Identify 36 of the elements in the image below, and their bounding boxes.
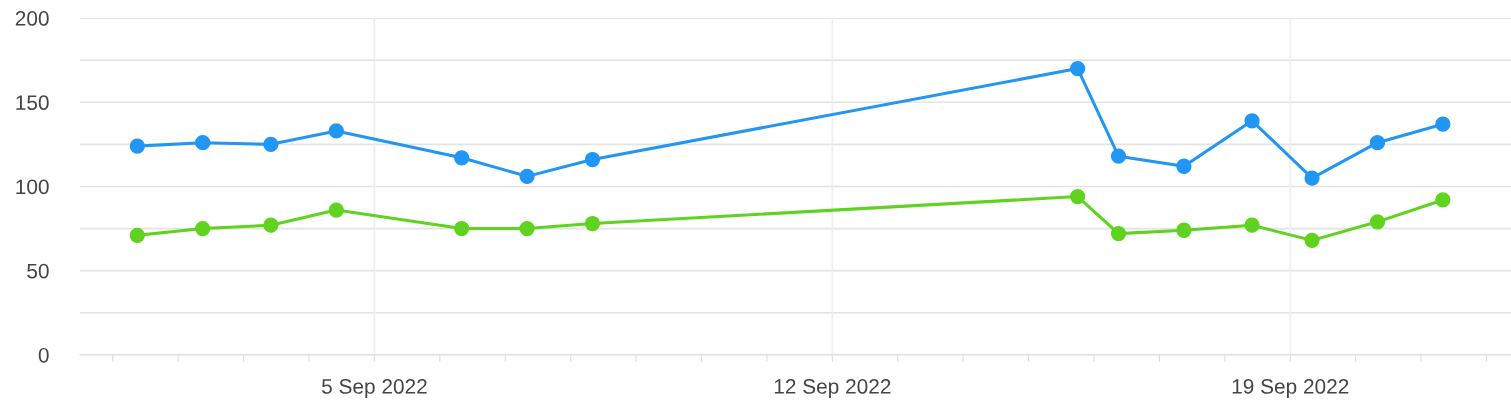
- point: [1176, 222, 1192, 238]
- point: [1244, 113, 1260, 129]
- point: [1069, 60, 1086, 77]
- point: [129, 138, 145, 154]
- point: [1369, 135, 1386, 151]
- point: [328, 123, 344, 139]
- point: [1069, 188, 1086, 205]
- y-tick-label: 0: [38, 347, 49, 363]
- point: [1244, 217, 1260, 233]
- point: [195, 220, 211, 237]
- point: [1369, 214, 1386, 230]
- point: [1110, 225, 1127, 242]
- point: [129, 227, 145, 243]
- point: [519, 220, 535, 237]
- point: [263, 136, 279, 152]
- point: [1176, 158, 1192, 174]
- point: [454, 220, 470, 237]
- y-tick-label: 50: [27, 263, 49, 279]
- point: [584, 215, 601, 232]
- x-tick-label: 5 Sep 2022: [321, 379, 427, 398]
- point: [195, 135, 211, 151]
- point: [263, 217, 279, 233]
- y-tick-label: 200: [15, 11, 49, 26]
- x-tick-label: 19 Sep 2022: [1232, 379, 1349, 398]
- point: [1110, 148, 1127, 164]
- point: [519, 168, 535, 184]
- y-tick-label: 150: [16, 95, 49, 111]
- y-tick-label: 100: [16, 179, 49, 195]
- x-tick-label: 12 Sep 2022: [774, 379, 891, 398]
- point: [1304, 232, 1320, 248]
- point: [454, 150, 470, 166]
- point: [328, 202, 344, 218]
- point: [1304, 170, 1320, 186]
- point: [1435, 192, 1451, 208]
- point: [1435, 116, 1451, 132]
- point: [584, 151, 601, 168]
